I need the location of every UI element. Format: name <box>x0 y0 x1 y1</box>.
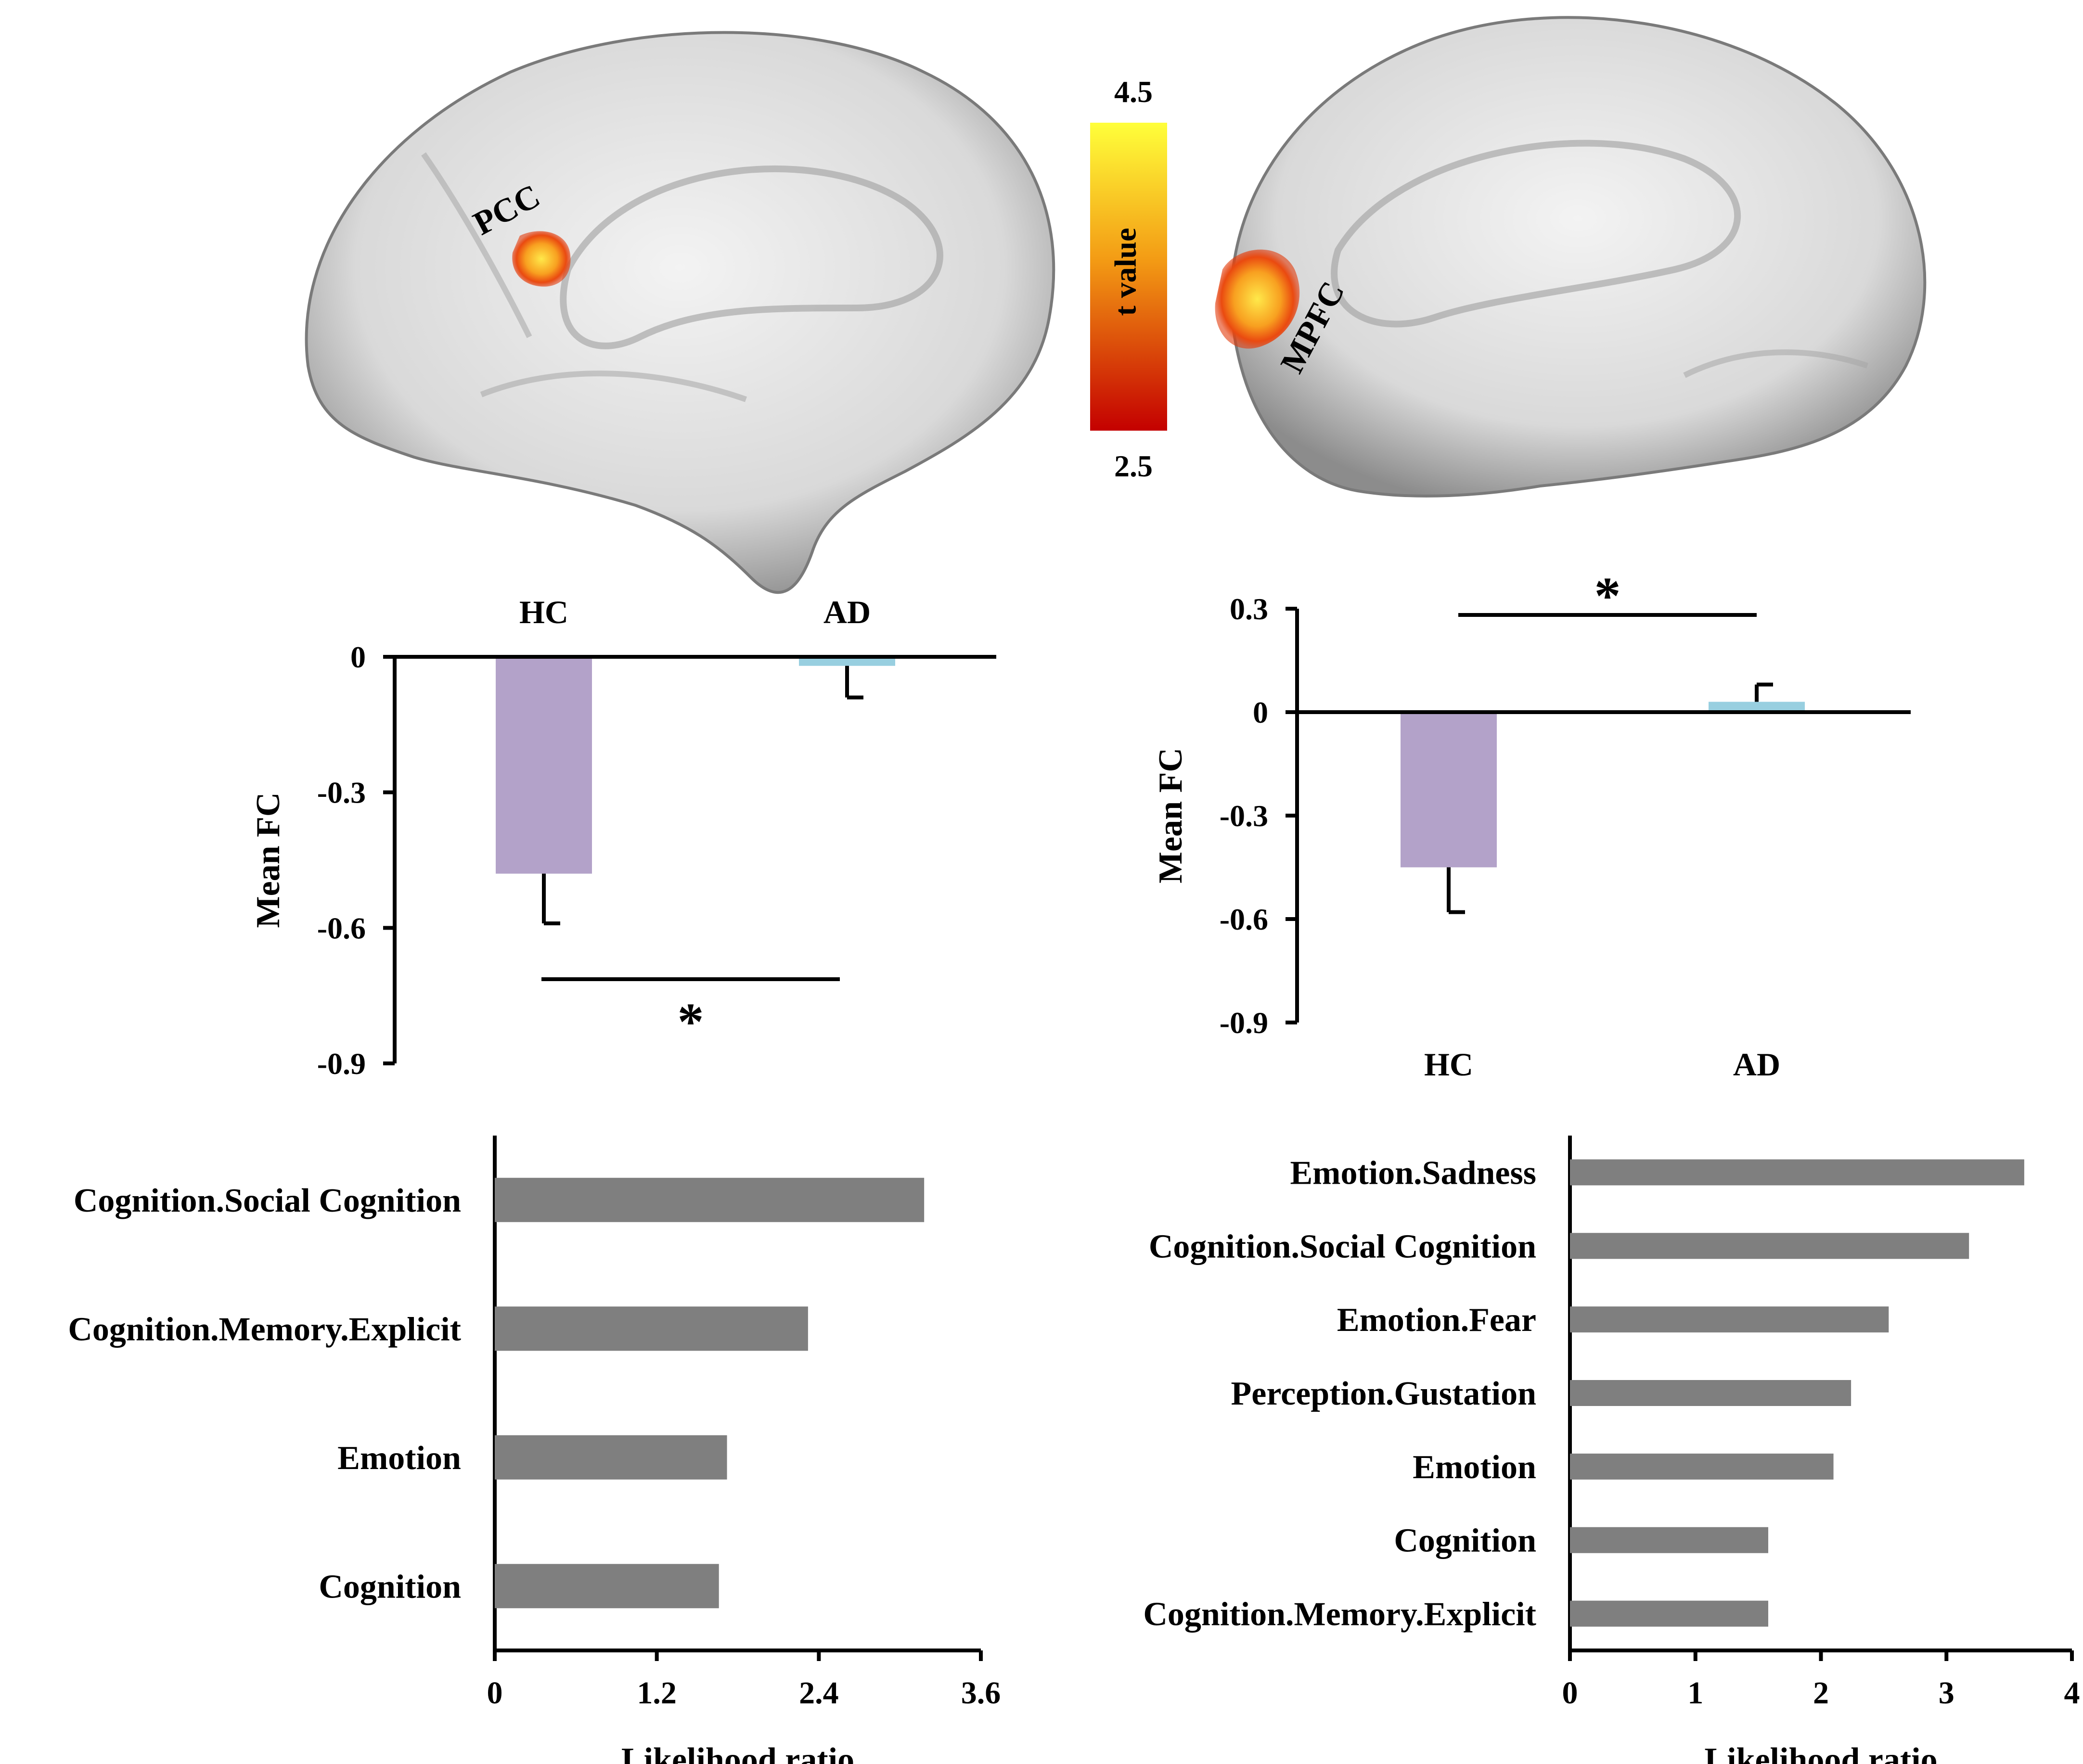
x-tick-label: 3.6 <box>961 1675 1001 1711</box>
x-tick-label: 1.2 <box>637 1675 677 1711</box>
category-label: Cognition <box>319 1568 461 1605</box>
x-axis-label: Likelihood ratio <box>1704 1741 1937 1764</box>
y-tick-label: 0.3 <box>1230 592 1268 626</box>
bar <box>1570 1306 1889 1333</box>
category-label: Cognition.Social Cognition <box>74 1182 461 1219</box>
pcc-cluster <box>512 231 571 287</box>
colorbar-gradient <box>1090 123 1167 431</box>
bar <box>1570 1527 1768 1553</box>
bar <box>495 1564 719 1609</box>
y-axis-label: Mean FC <box>250 793 287 928</box>
category-label: Cognition.Memory.Explicit <box>68 1311 461 1348</box>
brain-left-medial: PCC <box>305 31 1055 594</box>
y-tick-label: -0.6 <box>1220 902 1268 936</box>
significance-star: * <box>678 992 704 1051</box>
colorbar-title: t value <box>1108 228 1143 316</box>
bar <box>1570 1233 1969 1259</box>
y-axis-label: Mean FC <box>1152 748 1189 883</box>
category-label-hc: HC <box>519 594 568 630</box>
colorbar: 4.5 t value 2.5 <box>1090 75 1167 483</box>
category-label: Cognition.Memory.Explicit <box>1143 1596 1536 1633</box>
y-tick-label: 0 <box>1253 695 1268 729</box>
chart-pcc-decoding: 0 1.2 2.4 3.6 Cognition.Social Cognition Cogn… <box>68 1136 1001 1764</box>
category-label: Perception.Gustation <box>1231 1375 1536 1412</box>
bar <box>1570 1600 1768 1627</box>
x-tick-label: 3 <box>1939 1675 1954 1711</box>
bar <box>1570 1159 2024 1186</box>
category-label-ad: AD <box>1733 1046 1780 1083</box>
brain-right-medial: MPFC <box>1215 16 1927 498</box>
bar-hc <box>1401 712 1497 868</box>
bar-ad <box>799 657 895 666</box>
category-label-hc: HC <box>1424 1046 1473 1083</box>
x-axis-label: Likelihood ratio <box>621 1741 854 1764</box>
y-tick-label: -0.6 <box>317 911 366 945</box>
category-label: Emotion.Fear <box>1337 1302 1536 1339</box>
bar <box>495 1306 808 1351</box>
x-tick-label: 0 <box>1562 1675 1578 1711</box>
chart-pcc-mean-fc: 0 -0.3 -0.6 -0.9 HC AD * Mean FC <box>250 594 996 1081</box>
category-label-ad: AD <box>823 594 871 630</box>
bar <box>495 1435 727 1480</box>
x-tick-label: 4 <box>2064 1675 2080 1711</box>
y-tick-label: -0.3 <box>317 776 366 810</box>
category-label: Cognition.Social Cognition <box>1149 1228 1536 1265</box>
bar-hc <box>496 657 592 874</box>
colorbar-max-label: 4.5 <box>1114 75 1153 109</box>
x-tick-label: 0 <box>487 1675 503 1711</box>
colorbar-min-label: 2.5 <box>1114 449 1153 483</box>
mpfc-cluster <box>1215 249 1300 349</box>
bar <box>1570 1380 1852 1406</box>
bar-ad <box>1709 702 1805 712</box>
chart-mpfc-mean-fc: 0.3 0 -0.3 -0.6 -0.9 HC AD * Mean FC <box>1152 566 1911 1083</box>
significance-star: * <box>1594 566 1621 625</box>
bar <box>495 1177 925 1222</box>
y-tick-label: 0 <box>350 640 366 674</box>
y-tick-label: -0.9 <box>1220 1006 1268 1040</box>
bar <box>1570 1453 1834 1480</box>
x-tick-label: 2.4 <box>799 1675 839 1711</box>
category-label: Emotion <box>337 1440 461 1477</box>
chart-mpfc-decoding: 0 1 2 3 4 Emotion.Sadness Cognition.Social Cog… <box>1143 1136 2080 1764</box>
y-tick-label: -0.9 <box>317 1047 366 1081</box>
y-tick-label: -0.3 <box>1220 799 1268 833</box>
x-tick-label: 1 <box>1687 1675 1703 1711</box>
category-label: Emotion <box>1413 1449 1536 1486</box>
category-label: Emotion.Sadness <box>1290 1154 1536 1191</box>
x-tick-label: 2 <box>1813 1675 1829 1711</box>
category-label: Cognition <box>1394 1522 1536 1559</box>
